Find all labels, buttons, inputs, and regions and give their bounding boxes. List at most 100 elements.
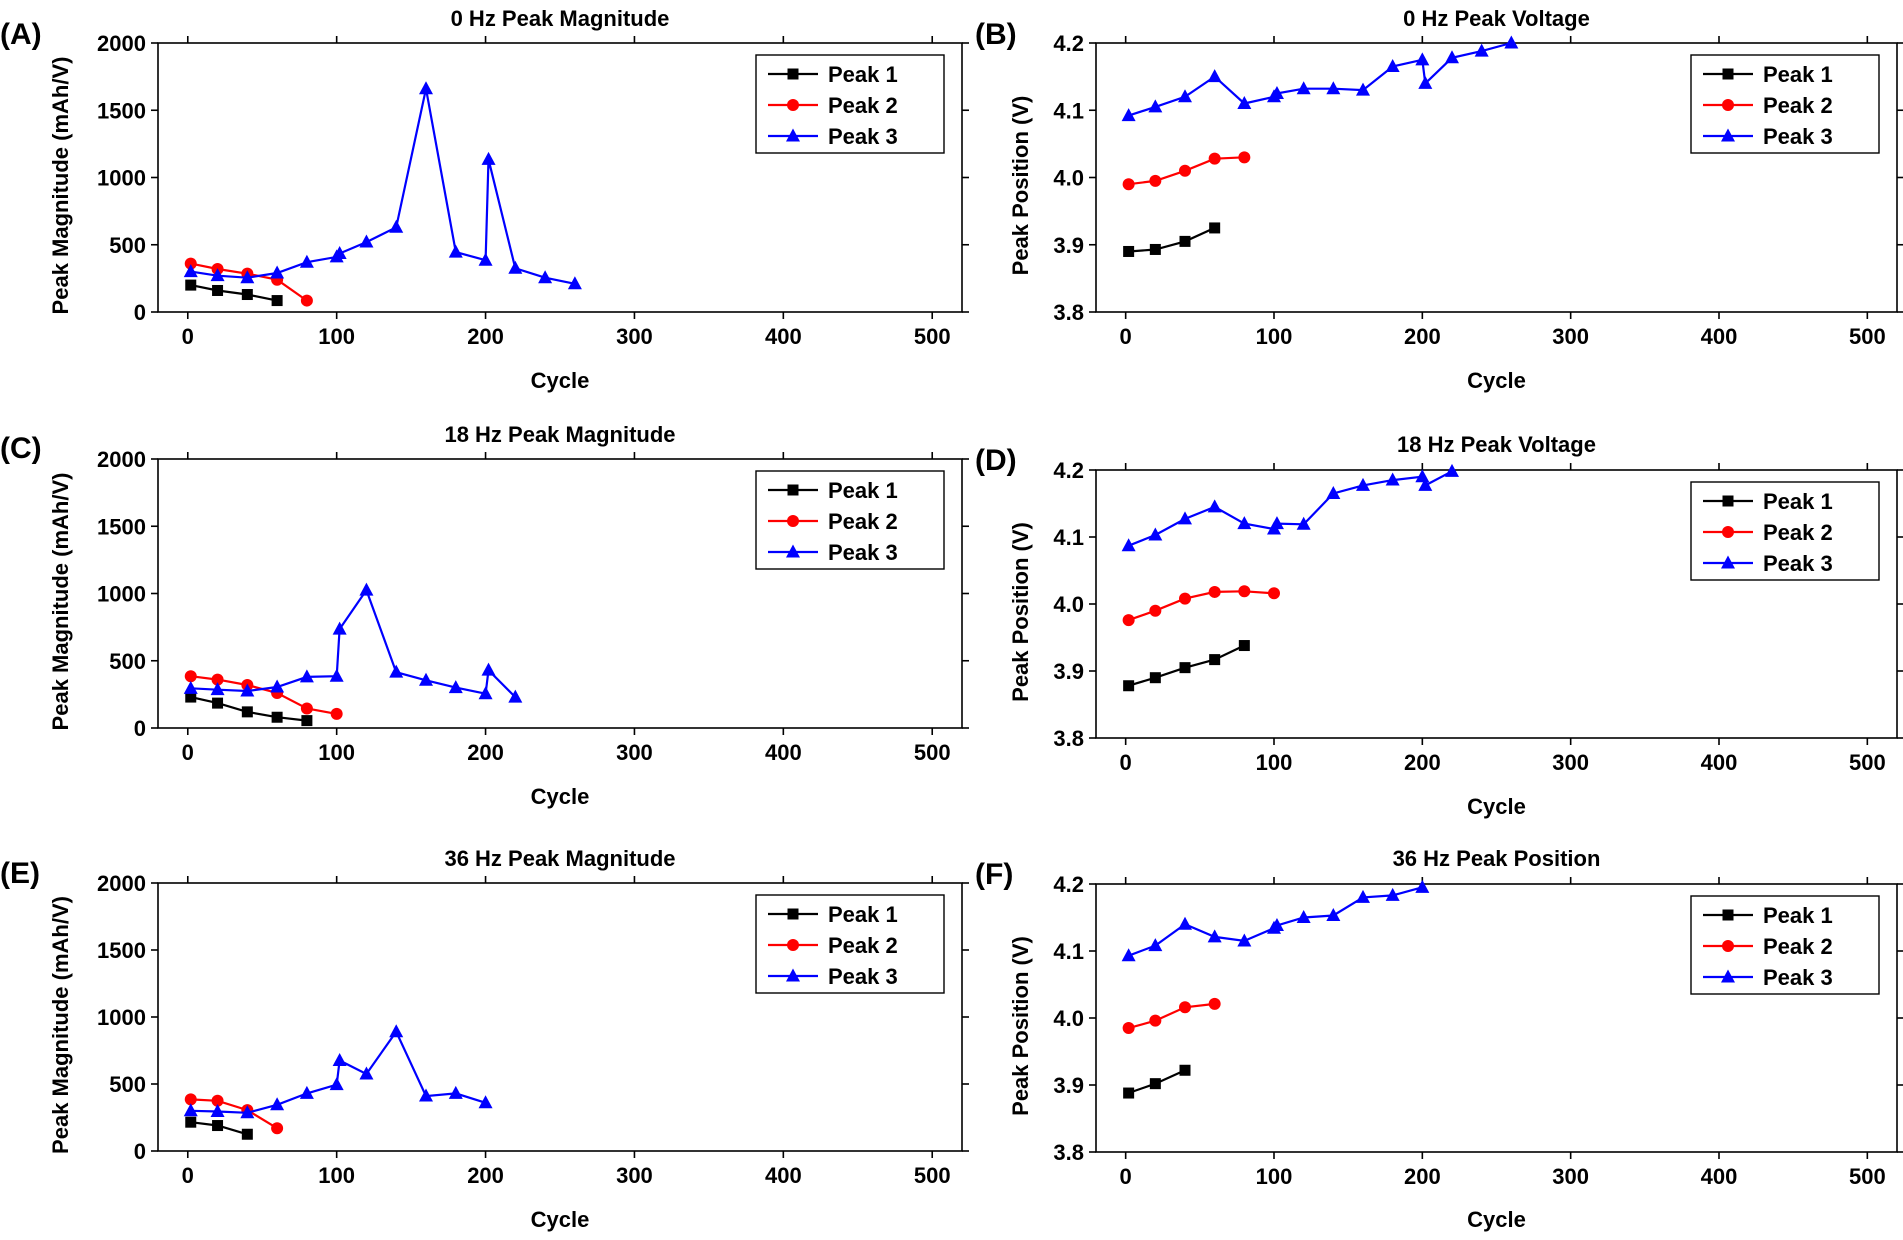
legend-marker-peak-1 (1722, 495, 1734, 507)
data-point-peak-3 (1445, 50, 1459, 64)
x-tick-label: 500 (914, 740, 951, 765)
data-point-peak-3 (1207, 499, 1222, 513)
legend-label-peak-2: Peak 2 (828, 509, 898, 534)
data-point-peak-3 (1296, 81, 1311, 95)
data-point-peak-2 (1268, 587, 1280, 600)
x-tick-label: 100 (1256, 1164, 1293, 1189)
data-point-peak-1 (1209, 654, 1221, 666)
y-tick-label: 1000 (97, 1005, 146, 1030)
x-tick-label: 300 (1552, 750, 1589, 775)
data-point-peak-1 (185, 1116, 197, 1128)
x-tick-label: 0 (182, 324, 194, 349)
y-tick-label: 0 (134, 716, 146, 741)
data-point-peak-1 (1179, 662, 1191, 674)
legend-marker-peak-2 (1722, 940, 1734, 952)
chart-title: 36 Hz Peak Position (1393, 846, 1601, 871)
data-point-peak-2 (1208, 997, 1221, 1010)
x-axis-label: Cycle (531, 1207, 590, 1232)
x-tick-label: 500 (1849, 750, 1886, 775)
legend-marker-peak-1 (787, 484, 799, 496)
data-point-peak-1 (1238, 640, 1250, 652)
chart-title: 0 Hz Peak Voltage (1403, 6, 1590, 31)
data-point-peak-3 (1148, 99, 1163, 113)
data-point-peak-3 (448, 680, 463, 694)
x-tick-label: 500 (914, 1163, 951, 1188)
y-tick-label: 500 (109, 649, 146, 674)
chart-panel-f: (F) 36 Hz Peak Position 0 100 200 300 400 500 3.… (975, 846, 1903, 1232)
data-point-peak-3 (1415, 469, 1430, 483)
y-tick-label: 4.2 (1053, 872, 1084, 897)
data-point-peak-2 (184, 670, 197, 683)
x-tick-label: 400 (765, 740, 802, 765)
data-point-peak-2 (1122, 1022, 1135, 1035)
data-point-peak-3 (1121, 538, 1136, 552)
data-point-peak-3 (240, 1105, 255, 1119)
legend-label-peak-2: Peak 2 (1763, 934, 1833, 959)
data-point-peak-3 (332, 245, 347, 259)
data-point-peak-3 (1356, 82, 1370, 96)
data-point-peak-3 (359, 1066, 374, 1080)
x-tick-label: 400 (765, 324, 802, 349)
data-point-peak-3 (1445, 463, 1459, 477)
y-tick-label: 4.1 (1053, 98, 1084, 123)
data-point-peak-1 (212, 697, 224, 709)
data-point-peak-2 (184, 1093, 197, 1106)
data-point-peak-3 (448, 1085, 463, 1099)
series-line-peak-3 (190, 88, 576, 285)
data-point-peak-3 (567, 276, 582, 290)
data-point-peak-3 (1269, 516, 1284, 530)
data-point-peak-3 (481, 662, 496, 676)
y-axis-label: Peak Magnitude (mAh/V) (48, 896, 73, 1154)
y-tick-label: 4.1 (1053, 939, 1084, 964)
legend-marker-peak-2 (787, 515, 799, 527)
y-axis-label: Peak Magnitude (mAh/V) (48, 57, 73, 315)
data-point-peak-3 (270, 1097, 285, 1111)
x-tick-label: 200 (1404, 750, 1441, 775)
legend-label-peak-2: Peak 2 (1763, 520, 1833, 545)
x-tick-label: 200 (467, 1163, 504, 1188)
data-point-peak-3 (210, 268, 225, 282)
legend-marker-peak-1 (1722, 68, 1734, 80)
data-point-peak-3 (329, 668, 344, 682)
x-tick-label: 300 (616, 324, 653, 349)
x-tick-label: 300 (1552, 324, 1589, 349)
y-axis-label: Peak Position (V) (1008, 936, 1033, 1116)
data-point-peak-2 (1238, 585, 1251, 598)
y-tick-label: 0 (134, 300, 146, 325)
y-tick-label: 4.0 (1053, 592, 1084, 617)
data-point-peak-3 (1296, 910, 1311, 923)
legend-label-peak-1: Peak 1 (1763, 903, 1833, 928)
x-tick-label: 0 (182, 1163, 194, 1188)
data-point-peak-3 (419, 1088, 433, 1102)
y-tick-label: 3.8 (1053, 1140, 1084, 1165)
data-point-peak-3 (1418, 477, 1433, 491)
x-tick-label: 100 (1256, 750, 1293, 775)
data-point-peak-1 (212, 1120, 224, 1132)
series-line-peak-3 (1128, 470, 1453, 547)
x-tick-label: 0 (1120, 750, 1132, 775)
y-tick-label: 1500 (97, 938, 146, 963)
data-point-peak-2 (1122, 614, 1135, 627)
y-tick-label: 3.9 (1053, 1073, 1084, 1098)
y-tick-label: 1000 (97, 582, 146, 607)
data-point-peak-3 (419, 81, 433, 95)
data-point-peak-1 (241, 1128, 253, 1140)
data-point-peak-1 (271, 711, 283, 723)
data-point-peak-3 (1121, 948, 1136, 962)
x-tick-label: 0 (1120, 1164, 1132, 1189)
legend-marker-peak-3 (1721, 555, 1735, 569)
panel-label: (D) (975, 444, 1017, 477)
y-axis-label: Peak Magnitude (mAh/V) (48, 473, 73, 731)
data-point-peak-3 (270, 679, 285, 693)
x-tick-label: 100 (1256, 324, 1293, 349)
data-point-peak-3 (359, 582, 374, 596)
legend-marker-peak-3 (786, 544, 800, 558)
y-tick-label: 0 (134, 1139, 146, 1164)
y-tick-label: 3.8 (1053, 300, 1084, 325)
data-point-peak-1 (185, 691, 197, 703)
data-point-peak-3 (299, 1085, 314, 1099)
legend-label-peak-2: Peak 2 (1763, 93, 1833, 118)
data-point-peak-2 (300, 702, 313, 715)
data-point-peak-3 (1415, 879, 1430, 893)
data-point-peak-2 (1149, 174, 1162, 187)
